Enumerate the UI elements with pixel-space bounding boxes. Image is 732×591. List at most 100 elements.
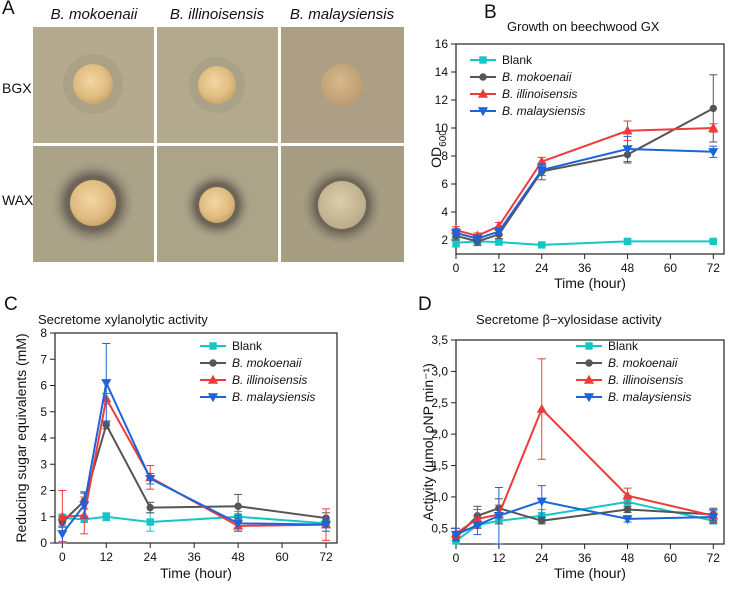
- chart-title: Growth on beechwood GX: [507, 19, 660, 34]
- data-point: [452, 239, 460, 247]
- data-point: [622, 515, 633, 525]
- x-tick-label: 0: [453, 261, 460, 275]
- y-tick-label: 8: [441, 149, 448, 163]
- data-point: [146, 518, 154, 526]
- y-tick-label: 16: [435, 37, 449, 51]
- x-tick-label: 48: [231, 550, 245, 564]
- series-line: [455, 500, 714, 536]
- data-point: [536, 497, 547, 507]
- x-tick-label: 12: [100, 550, 114, 564]
- column-label-mokoenaii: B. mokoenaii: [50, 6, 138, 23]
- legend-label: B. illinoisensis: [502, 87, 577, 101]
- data-point: [57, 530, 68, 540]
- series-line: [455, 240, 714, 246]
- row-label-bgx: BGX: [2, 80, 32, 96]
- legend-label: B. malaysiensis: [232, 390, 315, 404]
- data-point: [493, 512, 504, 521]
- data-point: [622, 490, 633, 500]
- legend-marker: [207, 374, 219, 384]
- x-tick-label: 24: [144, 550, 158, 564]
- column-label-malaysiensis: B. malaysiensis: [289, 6, 395, 23]
- data-point: [538, 517, 546, 525]
- data-point: [536, 403, 547, 413]
- data-point: [708, 122, 719, 132]
- y-tick-label: 0,5: [431, 521, 448, 535]
- x-tick-label: 0: [453, 551, 460, 565]
- series-line: [455, 147, 714, 240]
- y-axis-label-text: OD: [428, 147, 444, 168]
- y-tick-label: 4: [441, 205, 448, 219]
- series-line: [61, 422, 327, 523]
- y-tick-label: 3,5: [431, 333, 448, 347]
- legend-entry: B. mokoenaii: [576, 356, 678, 370]
- legend-label: B. mokoenaii: [502, 70, 572, 84]
- y-tick-label: 3: [40, 457, 47, 471]
- chart-title: Secretome xylanolytic activity: [38, 312, 208, 327]
- data-point: [57, 511, 68, 521]
- legend-entry: Blank: [200, 339, 263, 353]
- x-tick-label: 60: [664, 261, 678, 275]
- chart-title: Secretome β−xylosidase activity: [476, 312, 662, 327]
- x-tick-label: 12: [492, 551, 506, 565]
- series-line: [62, 515, 327, 525]
- legend-marker: [583, 374, 595, 384]
- data-point: [709, 237, 717, 246]
- y-tick-label: 12: [435, 93, 449, 107]
- x-tick-label: 48: [621, 551, 635, 565]
- legend-label: B. mokoenaii: [232, 356, 302, 370]
- legend-entry: B. mokoenaii: [470, 70, 572, 84]
- x-tick-label: 24: [535, 261, 549, 275]
- plot-frame: [455, 339, 725, 545]
- legend-entry: B. malaysiensis: [576, 390, 691, 404]
- legend-label: B. mokoenaii: [608, 356, 678, 370]
- x-tick-label: 36: [578, 551, 592, 565]
- data-point: [450, 530, 462, 540]
- x-tick-label: 60: [664, 551, 678, 565]
- legend-label: B. illinoisensis: [608, 373, 683, 387]
- y-tick-label: 1,5: [431, 459, 448, 473]
- legend-label: Blank: [608, 339, 639, 353]
- panel-letter: D: [418, 294, 432, 315]
- series-line: [455, 127, 714, 237]
- legend-marker: [583, 393, 595, 403]
- data-point: [709, 104, 717, 113]
- data-point: [146, 503, 154, 512]
- legend-label: B. illinoisensis: [232, 373, 307, 387]
- legend-marker: [209, 342, 217, 350]
- legend-entry: B. illinoisensis: [576, 373, 683, 387]
- data-point: [145, 474, 156, 484]
- x-tick-label: 48: [621, 261, 635, 275]
- y-tick-label: 6: [441, 177, 448, 191]
- plot-frame: [455, 43, 725, 255]
- data-point: [101, 379, 112, 389]
- y-tick-label: 8: [40, 326, 47, 340]
- y-tick-label: 4: [40, 431, 47, 445]
- x-tick-label: 36: [578, 261, 592, 275]
- legend-entry: B. malaysiensis: [200, 390, 315, 404]
- x-tick-label: 72: [319, 550, 333, 564]
- panel-letter: B: [484, 2, 497, 23]
- y-tick-label: 1,0: [431, 490, 448, 504]
- data-point: [493, 227, 504, 237]
- series-line: [62, 395, 327, 527]
- series-3: [57, 343, 332, 543]
- y-axis-label-subscript: 600: [438, 130, 449, 147]
- legend-marker: [585, 342, 593, 350]
- legend-marker: [477, 107, 489, 117]
- legend-entry: B. malaysiensis: [470, 104, 585, 118]
- legend-entry: B. illinoisensis: [200, 373, 307, 387]
- y-axis-label: Activity (µmol ρNP min⁻¹): [420, 363, 436, 521]
- data-point: [708, 148, 719, 158]
- data-point: [622, 125, 633, 135]
- y-tick-label: 0: [40, 536, 47, 550]
- x-tick-label: 24: [535, 551, 549, 565]
- legend-marker: [479, 73, 487, 81]
- data-point: [233, 519, 244, 529]
- y-axis-label-text: Activity (µmol ρNP min⁻¹): [420, 363, 436, 521]
- chart-d: D Secretome β−xylosidase activity 0 12 24 36 4…: [418, 294, 725, 581]
- data-point: [450, 229, 462, 239]
- legend-entry: B. mokoenaii: [200, 356, 302, 370]
- x-axis-label: Time (hour): [554, 565, 626, 581]
